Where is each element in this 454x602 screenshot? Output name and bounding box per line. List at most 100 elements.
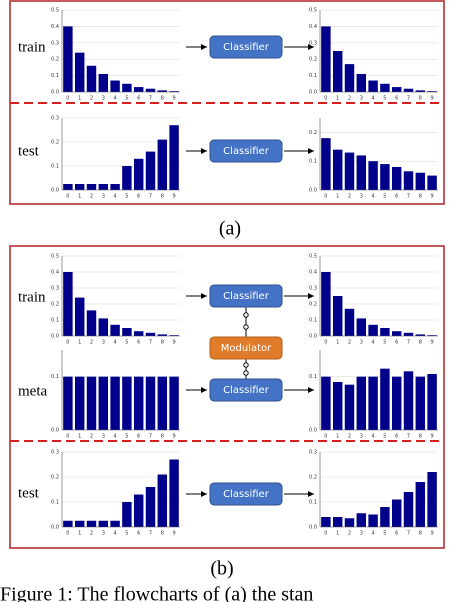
bar: [86, 184, 97, 190]
bar-chart: 0.0 0.1 0.2 0.3 0 1 2 3 4 5 6 7 8 9: [51, 116, 180, 200]
bar: [122, 83, 132, 92]
bar: [403, 332, 414, 336]
x-tick-label: 2: [348, 96, 351, 102]
y-tick-label: 0.0: [309, 90, 317, 96]
y-tick-label: 0.2: [309, 130, 317, 136]
x-tick-label: 9: [173, 194, 176, 200]
x-tick-label: 3: [360, 531, 363, 537]
x-tick-label: 2: [348, 434, 351, 440]
x-tick-label: 3: [102, 194, 105, 200]
x-tick-label: 4: [372, 96, 375, 102]
x-tick-label: 0: [66, 531, 69, 537]
x-tick-label: 7: [407, 340, 410, 346]
panel-label: (b): [210, 558, 233, 580]
bar: [427, 335, 437, 336]
x-tick-label: 9: [173, 434, 176, 440]
x-tick-label: 2: [90, 434, 93, 440]
bar: [356, 513, 367, 527]
bar-chart: 0.0 0.1 0.2 0.3 0.4 0.5 0 1 2 3 4 5 6 7 8 9: [309, 8, 438, 102]
x-tick-label: 5: [125, 96, 128, 102]
panel-frame: [9, 245, 445, 549]
bar: [157, 376, 168, 430]
x-tick-label: 7: [149, 194, 152, 200]
bar: [122, 328, 132, 336]
y-tick-label: 0.2: [51, 475, 59, 481]
bar: [344, 64, 355, 92]
bar-chart: 0.0 0.1 0.2 0.3 0 1 2 3 4 5 6 7 8 9: [51, 450, 180, 537]
bar: [356, 155, 367, 190]
y-tick-label: 0.0: [51, 188, 59, 194]
bar: [169, 125, 179, 190]
x-tick-label: 6: [395, 340, 398, 346]
x-tick-label: 5: [125, 340, 128, 346]
bar: [74, 297, 85, 336]
x-tick-label: 7: [149, 96, 152, 102]
bar: [415, 376, 426, 430]
x-tick-label: 8: [419, 340, 422, 346]
row-label: meta: [18, 383, 47, 399]
row-label: train: [18, 289, 46, 305]
bar: [368, 376, 378, 430]
bar: [321, 376, 331, 430]
bar: [122, 502, 132, 527]
x-tick-label: 5: [383, 531, 386, 537]
x-tick-label: 4: [372, 194, 375, 200]
y-tick-label: 0.0: [51, 334, 59, 340]
x-tick-label: 8: [161, 194, 164, 200]
classifier-label: Classifier: [223, 146, 270, 157]
y-tick-label: 0.2: [51, 57, 59, 63]
x-tick-label: 7: [149, 531, 152, 537]
classifier-label: Classifier: [223, 291, 270, 302]
y-tick-label: 0.1: [309, 159, 317, 165]
x-tick-label: 5: [125, 194, 128, 200]
x-tick-label: 0: [324, 340, 327, 346]
bar: [403, 492, 414, 527]
bar: [74, 520, 85, 527]
y-tick-label: 0.5: [51, 8, 59, 14]
bar: [391, 166, 402, 190]
row-label: test: [18, 143, 40, 159]
bar: [157, 139, 168, 190]
bar: [133, 87, 144, 92]
caption: Figure 1: The flowcharts of (a) the stan: [0, 584, 313, 602]
bar-chart: 0.0 0.1 0 1 2 3 4 5 6 7 8 9: [309, 350, 438, 440]
x-tick-label: 8: [419, 96, 422, 102]
x-tick-label: 5: [125, 531, 128, 537]
bar: [391, 331, 402, 336]
bar: [157, 90, 168, 92]
bar: [332, 382, 343, 430]
x-tick-label: 6: [395, 434, 398, 440]
y-tick-label: 0.5: [51, 254, 59, 260]
bar: [169, 376, 179, 430]
x-tick-label: 2: [348, 194, 351, 200]
x-tick-label: 1: [336, 434, 339, 440]
bar: [403, 88, 414, 92]
bar: [344, 518, 355, 527]
x-tick-label: 1: [78, 96, 81, 102]
arrows: [186, 44, 314, 154]
bar: [356, 376, 367, 430]
y-tick-label: 0.0: [309, 525, 317, 531]
y-tick-label: 0.3: [51, 116, 59, 122]
classifier: Classifier Classifier: [209, 35, 283, 163]
y-tick-label: 0.2: [309, 475, 317, 481]
classifier-box: [209, 35, 283, 59]
bar: [145, 332, 156, 336]
x-tick-label: 0: [66, 194, 69, 200]
bar: [427, 472, 437, 527]
x-tick-label: 6: [395, 531, 398, 537]
bar-chart: 0.0 0.1 0.2 0 1 2 3 4 5 6 7 8 9: [309, 118, 438, 200]
bar: [356, 318, 367, 336]
bar-chart: 0.0 0.1 0.2 0.3 0 1 2 3 4 5 6 7 8 9: [309, 450, 438, 537]
x-tick-label: 4: [114, 194, 117, 200]
bar: [133, 494, 144, 527]
bar: [145, 376, 156, 430]
y-tick-label: 0.1: [51, 318, 59, 324]
y-tick-label: 0.0: [309, 188, 317, 194]
bar: [98, 520, 109, 527]
y-tick-label: 0.2: [51, 302, 59, 308]
bar: [368, 80, 378, 92]
y-tick-label: 0.3: [51, 286, 59, 292]
x-tick-label: 0: [324, 194, 327, 200]
x-tick-label: 7: [407, 434, 410, 440]
